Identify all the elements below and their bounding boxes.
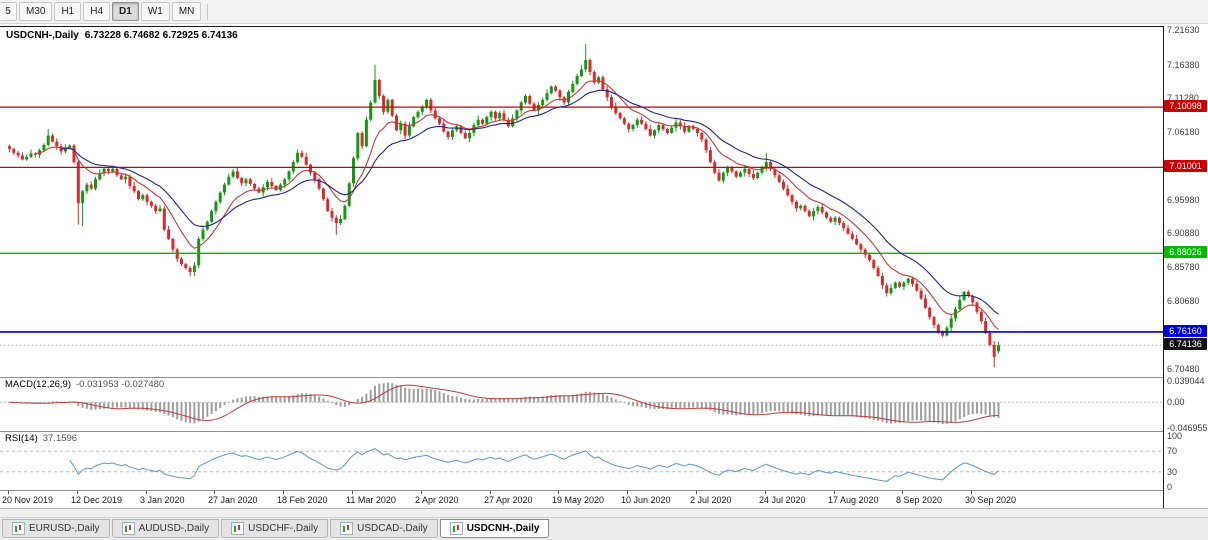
chart-title: USDCNH-,Daily 6.73228 6.74682 6.72925 6.7… (6, 30, 238, 41)
price-axis[interactable]: 7.21630 7.16380 7.11280 7.06180 6.95980 6.908… (1164, 22, 1208, 508)
time-axis-tick (352, 491, 353, 494)
date-axis-label: 30 Sep 2020 (965, 495, 1017, 505)
current-price-badge: 6.74136 (1164, 338, 1207, 350)
time-axis-tick (696, 491, 697, 494)
macd-axis-label: 0.00 (1167, 397, 1185, 407)
tab-label: USDCAD-,Daily (357, 523, 428, 534)
timeframe-button-MN[interactable]: MN (171, 2, 202, 21)
chart-tab-bar: EURUSD-,Daily AUDUSD-,Daily USDCHF-,Daily U… (0, 517, 1208, 540)
timeframe-button-5[interactable]: 5 (0, 2, 17, 21)
tab-label: AUDUSD-,Daily (138, 523, 210, 534)
date-axis-label: 2 Jul 2020 (690, 495, 732, 505)
rsi-axis-label: 70 (1167, 446, 1178, 456)
price-level-badge: 7.10098 (1164, 100, 1207, 112)
rsi-axis-label: 30 (1167, 467, 1178, 477)
date-axis-label: 12 Dec 2019 (71, 495, 123, 505)
rsi-value: 37.1596 (42, 433, 78, 444)
status-strip (0, 508, 1208, 518)
price-axis-label: 7.11280 (1167, 93, 1199, 103)
tab-label: USDCHF-,Daily (248, 523, 319, 534)
tab-label: EURUSD-,Daily (29, 523, 100, 534)
tab-eurusd-daily[interactable]: EURUSD-,Daily (2, 519, 110, 538)
macd-plot (0, 382, 1163, 425)
price-axis-label: 7.16380 (1167, 60, 1200, 70)
date-axis-label: 3 Jan 2020 (140, 495, 185, 505)
timeframe-button-W1[interactable]: W1 (140, 2, 170, 21)
date-axis-label: 18 Feb 2020 (277, 495, 328, 505)
timeframe-button-D1[interactable]: D1 (112, 2, 139, 21)
chart-tab-icon (449, 522, 463, 535)
price-axis-label: 6.70480 (1167, 364, 1200, 374)
date-axis-label: 11 Mar 2020 (346, 495, 396, 505)
price-axis-label: 6.95980 (1167, 195, 1200, 205)
price-level-badge: 7.01001 (1164, 160, 1207, 172)
time-axis-tick (902, 491, 903, 494)
candlestick-plot[interactable] (0, 27, 1163, 376)
date-axis-label: 27 Apr 2020 (484, 495, 533, 505)
chart-tab-icon (340, 522, 354, 535)
macd-axis-label: 0.039044 (1167, 376, 1205, 386)
time-axis-tick (214, 491, 215, 494)
date-axis-label: 19 May 2020 (552, 495, 605, 505)
time-axis[interactable]: 20 Nov 2019 12 Dec 2019 3 Jan 2020 27 Jan 2… (0, 490, 1208, 509)
tab-label: USDCNH-,Daily (466, 523, 540, 534)
timeframe-button-M30[interactable]: M30 (19, 2, 53, 21)
date-axis-label: 20 Nov 2019 (2, 495, 54, 505)
rsi-label: RSI(14) 37.1596 (5, 433, 77, 444)
tab-audusd-daily[interactable]: AUDUSD-,Daily (111, 519, 220, 538)
price-level-badge: 6.88026 (1164, 246, 1207, 258)
tab-usdchf-daily[interactable]: USDCHF-,Daily (221, 519, 329, 538)
macd-name: MACD(12,26,9) (5, 379, 71, 390)
rsi-plot (0, 448, 1163, 482)
chart-title-symbol: USDCNH-,Daily (6, 30, 79, 41)
chart-title-ohlc: 6.73228 6.74682 6.72925 6.74136 (84, 30, 238, 41)
date-axis-label: 10 Jun 2020 (621, 495, 671, 505)
price-level-badge: 6.76160 (1164, 325, 1207, 337)
macd-axis-label: -0.046955 (1167, 423, 1208, 433)
price-axis-label: 7.06180 (1167, 127, 1200, 137)
rsi-axis-label: 0 (1167, 482, 1173, 492)
date-axis-label: 24 Jul 2020 (759, 495, 806, 505)
macd-values: -0.031953 -0.027480 (76, 379, 165, 390)
timeframe-toolbar: 5 M30 H1 H4 D1 W1 MN (0, 0, 1208, 24)
time-axis-tick (834, 491, 835, 494)
chart-tab-icon (121, 522, 135, 535)
price-axis-label: 7.21630 (1167, 25, 1200, 35)
time-axis-tick (558, 491, 559, 494)
tab-usdcad-daily[interactable]: USDCAD-,Daily (330, 519, 438, 538)
timeframe-button-H4[interactable]: H4 (83, 2, 111, 21)
date-axis-label: 17 Aug 2020 (828, 495, 879, 505)
time-axis-tick (77, 491, 78, 494)
price-axis-label: 6.90880 (1167, 228, 1200, 238)
rsi-name: RSI(14) (5, 433, 38, 444)
time-axis-tick (490, 491, 491, 494)
macd-label: MACD(12,26,9) -0.031953 -0.027480 (5, 379, 164, 390)
toolbar-separator (207, 3, 209, 20)
time-axis-tick (283, 491, 284, 494)
price-axis-label: 6.85780 (1167, 262, 1200, 272)
time-axis-tick (8, 491, 9, 494)
time-axis-tick (421, 491, 422, 494)
time-axis-tick (765, 491, 766, 494)
time-axis-tick (146, 491, 147, 494)
chart-tab-icon (231, 522, 245, 535)
rsi-panel[interactable]: RSI(14) 37.1596 (0, 431, 1208, 491)
chart-tab-icon (12, 522, 25, 535)
time-axis-tick (627, 491, 628, 494)
time-axis-tick (971, 491, 972, 494)
rsi-axis-label: 100 (1167, 431, 1183, 441)
price-axis-separator (1163, 26, 1164, 508)
macd-panel[interactable]: MACD(12,26,9) -0.031953 -0.027480 (0, 377, 1208, 432)
date-axis-label: 27 Jan 2020 (208, 495, 258, 505)
tab-usdcnh-daily[interactable]: USDCNH-,Daily (439, 519, 550, 538)
price-axis-label: 6.80680 (1167, 296, 1200, 306)
date-axis-label: 2 Apr 2020 (415, 495, 459, 505)
main-chart-panel[interactable]: USDCNH-,Daily 6.73228 6.74682 6.72925 6.7… (0, 26, 1208, 377)
date-axis-label: 8 Sep 2020 (896, 495, 943, 505)
timeframe-button-H1[interactable]: H1 (54, 2, 82, 21)
